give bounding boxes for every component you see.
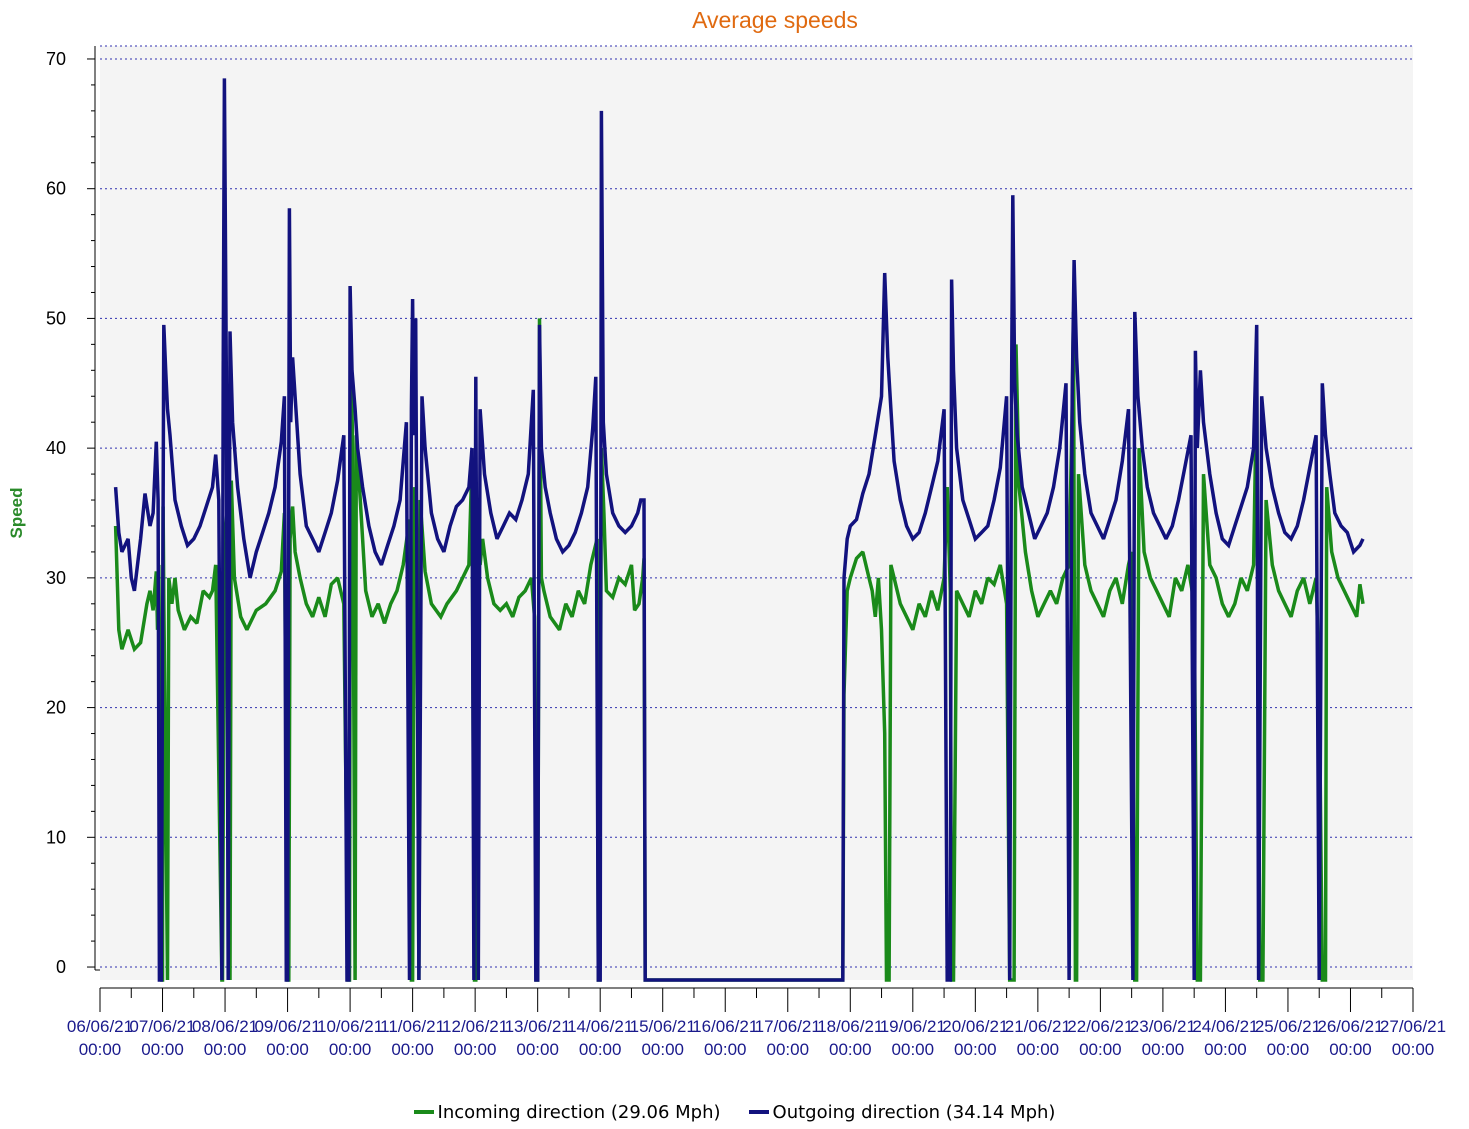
legend-item: Outgoing direction (34.14 Mph)	[748, 1101, 1056, 1123]
x-tick-label: 00:00	[1079, 1040, 1122, 1059]
y-tick-label: 50	[46, 308, 66, 328]
x-tick-label: 00:00	[704, 1040, 747, 1059]
x-tick-label: 00:00	[454, 1040, 497, 1059]
x-tick-label: 00:00	[1142, 1040, 1185, 1059]
x-tick-label: 10/06/21	[317, 1017, 383, 1036]
y-tick-label: 20	[46, 698, 66, 718]
y-tick-label: 30	[46, 568, 66, 588]
x-tick-label: 25/06/21	[1255, 1017, 1321, 1036]
grid	[100, 45, 1413, 968]
x-tick-label: 00:00	[579, 1040, 622, 1059]
x-tick-label: 23/06/21	[1130, 1017, 1196, 1036]
series-layer	[113, 78, 1365, 982]
y-axis-label: Speed	[7, 487, 26, 538]
axes: 0 10 20 30 40 50 60 70 06/06/21 00:00 07/06/21 00:0…	[46, 46, 1446, 1059]
x-tick-label: 22/06/21	[1067, 1017, 1133, 1036]
x-tick-label: 00:00	[766, 1040, 809, 1059]
y-tick-label: 70	[46, 49, 66, 69]
x-tick-label: 12/06/21	[442, 1017, 508, 1036]
legend-item: Incoming direction (29.06 Mph)	[413, 1101, 721, 1123]
legend-swatch	[748, 1110, 769, 1114]
chart-title: Average speeds	[692, 7, 858, 33]
x-tick-label: 00:00	[266, 1040, 309, 1059]
x-tick-label: 00:00	[892, 1040, 935, 1059]
legend-label: Incoming direction (29.06 Mph)	[437, 1101, 721, 1123]
x-tick-label: 00:00	[79, 1040, 122, 1059]
legend: Incoming direction (29.06 Mph) Outgoing d…	[0, 1098, 1469, 1123]
x-tick-label: 18/06/21	[817, 1017, 883, 1036]
y-tick-label: 40	[46, 438, 66, 458]
x-tick-label: 00:00	[829, 1040, 872, 1059]
x-tick-label: 21/06/21	[1005, 1017, 1071, 1036]
x-tick-label: 00:00	[1267, 1040, 1310, 1059]
x-tick-label: 17/06/21	[755, 1017, 821, 1036]
incoming-series-line	[113, 311, 1365, 982]
x-tick-label: 00:00	[954, 1040, 997, 1059]
legend-label: Outgoing direction (34.14 Mph)	[772, 1101, 1056, 1123]
x-tick-label: 00:00	[1017, 1040, 1060, 1059]
x-tick-label: 20/06/21	[942, 1017, 1008, 1036]
x-tick-label: 16/06/21	[692, 1017, 758, 1036]
x-tick-label: 09/06/21	[254, 1017, 320, 1036]
x-tick-label: 11/06/21	[380, 1017, 445, 1036]
outgoing-series-line	[113, 78, 1365, 982]
y-tick-label: 60	[46, 179, 66, 199]
x-tick-label: 24/06/21	[1192, 1017, 1258, 1036]
x-tick-label: 00:00	[1204, 1040, 1247, 1059]
x-tick-label: 00:00	[516, 1040, 559, 1059]
x-tick-label: 26/06/21	[1317, 1017, 1383, 1036]
x-tick-label: 00:00	[391, 1040, 434, 1059]
x-tick-label: 19/06/21	[880, 1017, 946, 1036]
y-tick-label: 0	[56, 957, 66, 977]
x-tick-label: 00:00	[1329, 1040, 1372, 1059]
x-tick-label: 06/06/21	[67, 1017, 133, 1036]
x-tick-label: 00:00	[641, 1040, 684, 1059]
x-tick-label: 08/06/21	[192, 1017, 258, 1036]
legend-swatch	[413, 1110, 434, 1114]
x-tick-label: 14/06/21	[567, 1017, 633, 1036]
x-tick-label: 15/06/21	[630, 1017, 696, 1036]
x-tick-label: 13/06/21	[505, 1017, 571, 1036]
x-tick-label: 00:00	[1392, 1040, 1435, 1059]
x-tick-label: 00:00	[204, 1040, 247, 1059]
x-tick-label: 00:00	[329, 1040, 372, 1059]
y-tick-label: 10	[46, 827, 66, 847]
chart-canvas: 0 10 20 30 40 50 60 70 06/06/21 00:00 07/06/21 00:0…	[7, 7, 1446, 1059]
x-tick-label: 27/06/21	[1380, 1017, 1446, 1036]
x-tick-label: 00:00	[141, 1040, 184, 1059]
x-tick-label: 07/06/21	[129, 1017, 195, 1036]
